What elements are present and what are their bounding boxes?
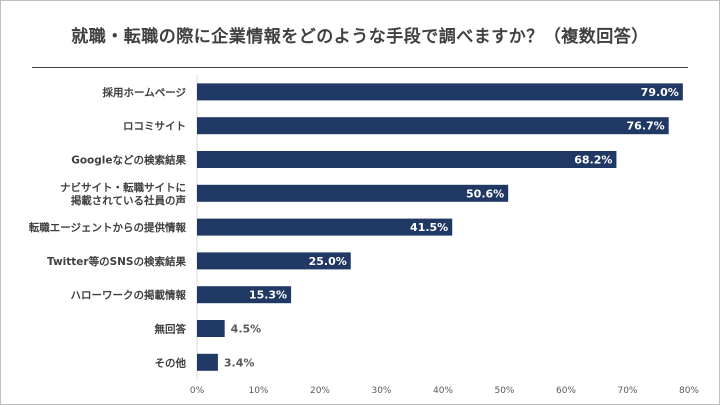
category-label: ナビサイト・転職サイトに bbox=[60, 181, 186, 194]
bar bbox=[197, 83, 683, 101]
data-label: 4.5% bbox=[231, 323, 262, 336]
x-tick-label: 20% bbox=[310, 386, 330, 396]
category-label: Twitter等のSNSの検索結果 bbox=[47, 255, 187, 268]
x-tick-label: 70% bbox=[617, 386, 637, 396]
x-tick-label: 80% bbox=[679, 386, 699, 396]
data-label: 25.0% bbox=[309, 255, 347, 268]
x-tick-label: 50% bbox=[494, 386, 514, 396]
bar bbox=[197, 151, 617, 168]
chart-title: 就職・転職の際に企業情報をどのような手段で調べますか？（複数回答） bbox=[71, 27, 649, 47]
x-tick-label: 60% bbox=[556, 386, 576, 396]
data-label: 76.7% bbox=[627, 120, 665, 133]
category-label: Googleなどの検索結果 bbox=[71, 154, 186, 167]
data-label: 41.5% bbox=[410, 221, 448, 234]
category-label: 採用ホームページ bbox=[103, 86, 187, 99]
x-tick-label: 30% bbox=[371, 386, 391, 396]
category-label: ハローワークの掲載情報 bbox=[71, 289, 187, 302]
bar bbox=[197, 286, 292, 304]
bar bbox=[197, 320, 225, 337]
category-label: 掲載されている社員の声 bbox=[71, 194, 186, 207]
bar bbox=[197, 218, 453, 236]
x-tick-label: 40% bbox=[433, 386, 453, 396]
bar bbox=[197, 252, 351, 270]
category-label: ロコミサイト bbox=[123, 121, 186, 133]
data-label: 79.0% bbox=[641, 86, 679, 99]
data-label: 50.6% bbox=[466, 187, 504, 200]
category-label: 転職エージェントからの提供情報 bbox=[29, 221, 187, 234]
x-tick-label: 10% bbox=[248, 386, 268, 396]
x-tick-label: 0% bbox=[190, 386, 205, 396]
category-label: 無回答 bbox=[155, 323, 187, 336]
bar bbox=[197, 117, 669, 135]
bar bbox=[197, 184, 509, 202]
data-label: 68.2% bbox=[574, 154, 612, 167]
data-label: 3.4% bbox=[224, 356, 255, 369]
data-label: 15.3% bbox=[249, 289, 287, 302]
title-divider bbox=[32, 67, 688, 68]
category-label: その他 bbox=[155, 356, 187, 369]
bar bbox=[197, 353, 218, 371]
